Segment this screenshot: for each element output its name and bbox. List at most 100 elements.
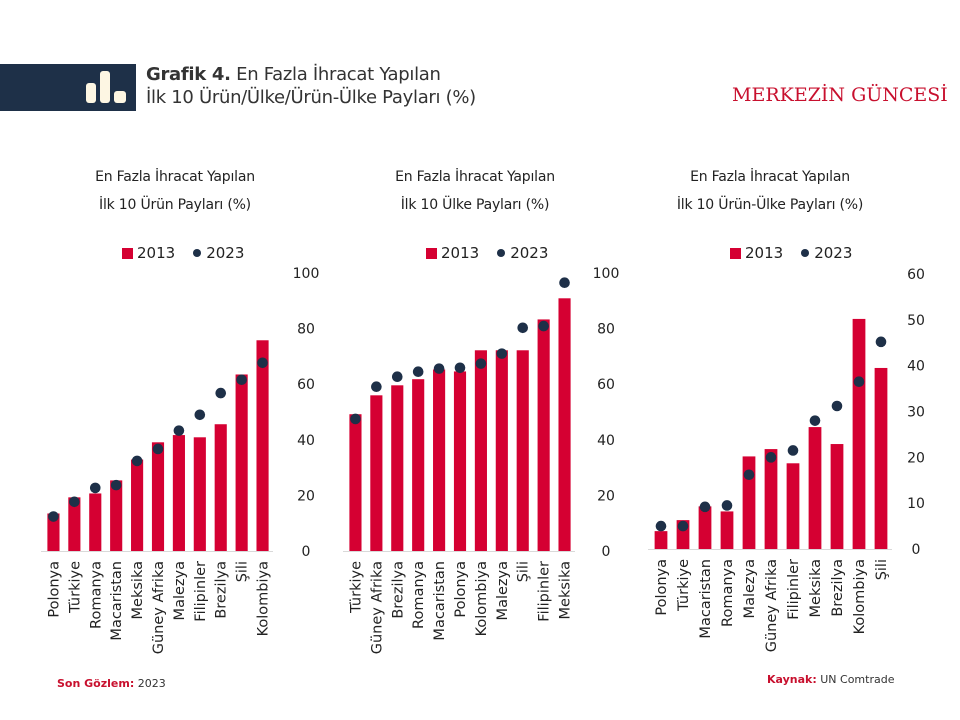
chart3-dot-2023	[853, 376, 865, 388]
chart2-dot-2023	[559, 277, 570, 289]
chart3-dot-2023	[875, 336, 887, 348]
chart3-bar-2013	[698, 506, 712, 549]
legend-dot-icon	[801, 249, 810, 257]
chart3-x-tick-label: Şili	[874, 559, 890, 580]
footer-right-value: UN Comtrade	[820, 673, 895, 686]
chart3-dot-2023	[765, 452, 777, 463]
chart1-y-tick-label: 100	[293, 266, 320, 282]
chart2-legend: 2013 2023	[426, 244, 548, 262]
chart1-bar-2013	[131, 459, 144, 551]
chart2-dot-2023	[412, 366, 424, 377]
chart2-y-tick-label: 100	[593, 266, 620, 282]
chart1-dot-2023	[173, 425, 185, 436]
chart1-bar-2013	[172, 435, 185, 551]
legend-2023: 2023	[814, 244, 853, 262]
legend-2013: 2013	[137, 244, 176, 262]
chart3-x-tick-label: Romanya	[720, 559, 736, 627]
chart2-bar-2013	[349, 414, 362, 551]
chart3-bar-2013	[742, 456, 756, 549]
chart2-title-line2: İlk 10 Ülke Payları (%)	[400, 197, 550, 213]
chart3-bar-2013	[720, 511, 734, 549]
chart1-x-tick-label: Romanya	[88, 561, 104, 629]
chart3-title: En Fazla İhracat Yapılan İlk 10 Ürün-Ülk…	[650, 163, 890, 219]
chart3-y-tick-label: 50	[907, 313, 925, 329]
chart2-bar-2013	[412, 379, 425, 551]
chart3-dot-2023	[721, 500, 733, 511]
chart1-y-tick-label: 20	[297, 488, 315, 504]
footer-left-label: Son Gözlem:	[57, 677, 135, 690]
chart3-bar-2013	[874, 367, 888, 549]
chart1-y-tick-label: 60	[297, 377, 315, 393]
chart1-x-tick-label: Meksika	[130, 561, 146, 619]
chart3-legend: 2013 2023	[730, 244, 852, 262]
chart2-dot-2023	[496, 348, 508, 359]
footer-left-value: 2023	[137, 677, 166, 690]
footer-right-label: Kaynak:	[767, 673, 817, 686]
chart3-dot-2023	[743, 469, 755, 481]
legend-square-icon	[730, 247, 741, 259]
chart1-dot-2023	[48, 511, 59, 522]
chart1-bar-2013	[68, 497, 81, 551]
chart2-x-tick-label: Macaristan	[432, 561, 448, 641]
chart2-y-tick-label: 0	[602, 544, 611, 560]
chart2-x-tick-label: Şili	[516, 561, 532, 582]
legend-2023: 2023	[510, 244, 549, 262]
chart1-dot-2023	[89, 482, 101, 494]
title-line1: En Fazla İhracat Yapılan	[236, 64, 441, 85]
legend-dot-icon	[193, 249, 202, 257]
chart1-bar-2013	[151, 442, 165, 551]
chart3-x-tick-label: Filipinler	[786, 559, 802, 620]
chart2-dot-2023	[371, 381, 382, 393]
chart2-bar-2013	[537, 319, 550, 551]
chart2-y-tick-label: 60	[597, 377, 615, 393]
chart2-x-tick-label: Güney Afrika	[369, 561, 385, 654]
chart2-x-tick-label: Malezya	[495, 561, 511, 620]
chart1-dot-2023	[131, 455, 143, 467]
chart1-bar-2013	[89, 493, 102, 551]
chart2-dot-2023	[433, 363, 445, 374]
chart3-bar-2013	[808, 427, 822, 549]
chart1-x-tick-label: Güney Afrika	[151, 561, 167, 654]
chart2-title: En Fazla İhracat Yapılan İlk 10 Ülke Pay…	[360, 163, 590, 219]
chart2-bar-2013	[391, 385, 404, 551]
chart2-bar-2013	[516, 350, 529, 551]
chart3-y-tick-label: 0	[912, 542, 921, 558]
chart1-y-tick-label: 80	[297, 322, 315, 338]
chart1-bar-2013	[235, 374, 248, 551]
chart3-x-tick-label: Güney Afrika	[764, 559, 780, 652]
chart1-y-tick-label: 40	[297, 433, 315, 449]
chart1-x-tick-label: Kolombiya	[256, 561, 272, 636]
title-line2: İlk 10 Ürün/Ülke/Ürün-Ülke Payları (%)	[146, 87, 476, 108]
chart3-x-tick-label: Polonya	[654, 559, 670, 616]
chart2-y-tick-label: 80	[597, 322, 615, 338]
chart1-bar-2013	[193, 437, 206, 551]
chart3-x-tick-label: Malezya	[742, 559, 758, 618]
chart2-bar-2013	[453, 371, 467, 551]
chart1-dot-2023	[152, 443, 164, 455]
legend-square-icon	[426, 247, 437, 259]
chart2-bar-2013	[474, 350, 487, 551]
chart1-x-tick-label: Malezya	[172, 561, 188, 620]
page-title: Grafik 4. En Fazla İhracat Yapılan İlk 1…	[146, 63, 476, 109]
title-bold: Grafik 4.	[146, 64, 231, 85]
chart1-title-line2: İlk 10 Ürün Payları (%)	[99, 197, 251, 213]
chart1-x-tick-label: Polonya	[46, 561, 62, 618]
chart1-title-line1: En Fazla İhracat Yapılan	[95, 169, 255, 185]
chart2-x-tick-label: Polonya	[453, 561, 469, 618]
chart2-y-tick-label: 20	[597, 488, 615, 504]
legend-2023: 2023	[206, 244, 245, 262]
brand-logo: MERKEZİN GÜNCESİ	[732, 84, 948, 106]
chart1-bar-2013	[110, 480, 123, 551]
chart3-title-line2: İlk 10 Ürün-Ülke Payları (%)	[676, 197, 864, 213]
chart1-dot-2023	[69, 496, 80, 508]
chart2-dot-2023	[517, 322, 529, 334]
chart2-y-tick-label: 40	[597, 433, 615, 449]
chart3-dot-2023	[831, 400, 843, 412]
footer-source: Kaynak: UN Comtrade	[767, 673, 894, 686]
chart3-dot-2023	[655, 520, 667, 532]
chart3-title-line1: En Fazla İhracat Yapılan	[690, 169, 850, 185]
chart1-x-tick-label: Macaristan	[109, 561, 125, 641]
chart3-y-tick-label: 30	[907, 405, 925, 421]
footer-last-observation: Son Gözlem: 2023	[57, 677, 166, 690]
